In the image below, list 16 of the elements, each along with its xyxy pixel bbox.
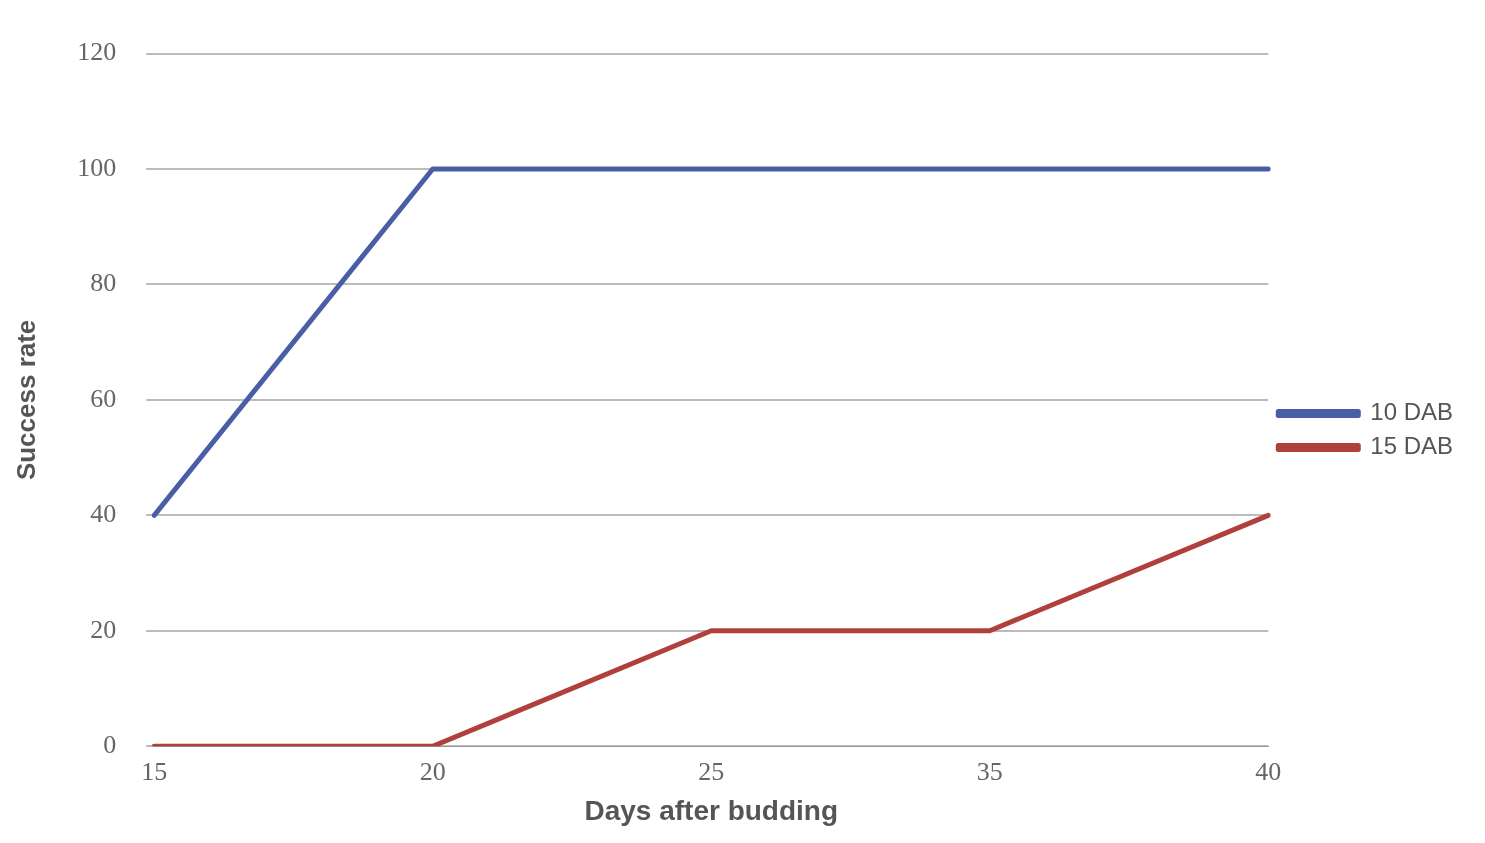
y-tick-label: 0 xyxy=(103,730,117,760)
x-tick-label: 40 xyxy=(1255,756,1282,786)
legend-label: 15 DAB xyxy=(1370,432,1454,460)
y-tick-label: 20 xyxy=(90,614,117,644)
x-tick-label: 25 xyxy=(698,756,725,786)
x-tick-label: 15 xyxy=(141,756,168,786)
y-tick-label: 100 xyxy=(77,152,117,182)
y-tick-label: 40 xyxy=(90,499,117,529)
y-tick-label: 80 xyxy=(90,268,117,298)
legend-label: 10 DAB xyxy=(1370,398,1454,426)
x-axis-title: Days after budding xyxy=(584,794,839,826)
x-tick-label: 35 xyxy=(976,756,1003,786)
y-axis-title: Success rate xyxy=(10,319,41,481)
y-tick-label: 60 xyxy=(90,383,117,413)
y-tick-label: 120 xyxy=(77,37,117,67)
x-tick-label: 20 xyxy=(419,756,446,786)
